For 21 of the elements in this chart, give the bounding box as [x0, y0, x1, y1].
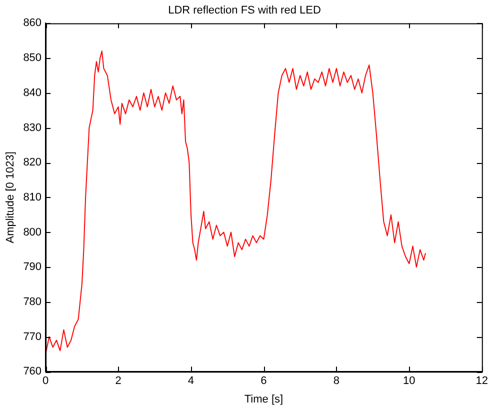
y-axis-title: Amplitude [0 1023]	[4, 152, 17, 244]
y-tick-label: 780	[23, 296, 42, 308]
x-tick-label: 12	[476, 375, 488, 388]
x-tick-label: 0	[42, 375, 49, 388]
x-tick-label: 10	[403, 375, 416, 388]
x-tick-label: 4	[188, 375, 194, 388]
y-tick-label: 830	[23, 122, 42, 134]
x-tick-label: 2	[115, 375, 122, 388]
x-tick-label: 6	[260, 375, 267, 388]
y-tick-label: 800	[23, 226, 42, 238]
y-tick-label: 810	[23, 191, 42, 204]
x-axis-title: Time [s]	[244, 393, 284, 406]
chart-title: LDR reflection FS with red LED	[168, 4, 321, 17]
y-tick-label: 820	[23, 156, 42, 169]
y-tick-label: 770	[23, 330, 42, 343]
x-tick-label: 8	[333, 375, 340, 388]
y-tick-label: 760	[23, 366, 42, 378]
y-tick-label: 850	[23, 52, 42, 64]
y-tick-label: 840	[23, 86, 42, 99]
y-tick-label: 790	[23, 261, 42, 274]
y-tick-label: 860	[23, 17, 42, 30]
